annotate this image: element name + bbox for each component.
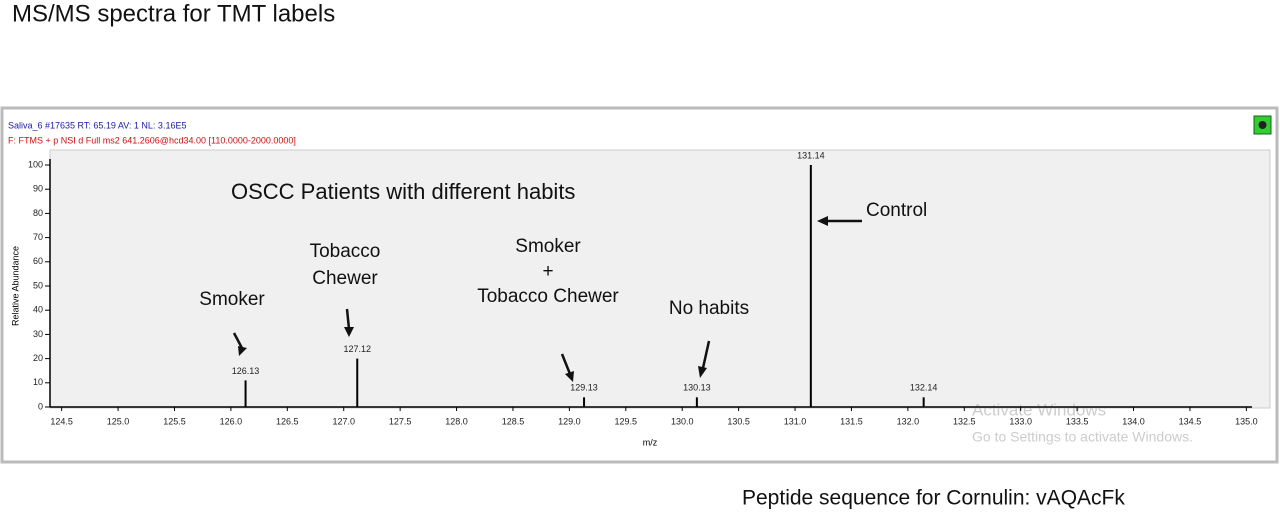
annotation: Chewer [312,268,378,289]
peak-label: 132.14 [910,383,938,393]
watermark: Go to Settings to activate Windows. [972,429,1193,445]
x-tick-label: 126.0 [220,416,243,426]
peak-label: 126.13 [232,366,260,376]
plot-area [49,149,1271,409]
x-tick-label: 130.0 [671,416,694,426]
x-tick-label: 132.5 [953,416,976,426]
chart-title: OSCC Patients with different habits [231,179,575,204]
x-tick-label: 135.0 [1235,416,1258,426]
x-tick-label: 132.0 [897,416,920,426]
x-tick-label: 131.0 [784,416,807,426]
x-tick-label: 133.5 [1066,416,1089,426]
filter-header: F: FTMS + p NSI d Full ms2 641.2606@hcd3… [8,135,296,145]
x-tick-label: 129.5 [615,416,638,426]
peak-label: 131.14 [797,150,825,160]
peak-label: 130.13 [683,383,711,393]
x-tick-label: 124.5 [50,416,73,426]
x-tick-label: 130.5 [727,416,750,426]
scan-header: Saliva_6 #17635 RT: 65.19 AV: 1 NL: 3.16… [8,120,186,130]
x-tick-label: 125.0 [107,416,130,426]
annotation: Tobacco Chewer [477,286,619,307]
x-tick-label: 131.5 [840,416,863,426]
y-tick-label: 40 [33,305,43,315]
annotation: Smoker [515,236,581,257]
y-tick-label: 20 [33,353,43,363]
x-tick-label: 128.0 [445,416,468,426]
x-tick-label: 133.0 [1009,416,1032,426]
x-tick-label: 134.5 [1179,416,1202,426]
annotation: Tobacco [310,241,381,262]
y-tick-label: 100 [28,159,43,169]
slide-title: MS/MS spectra for TMT labels [12,0,335,27]
footer: Peptide sequence for Cornulin: vAQAcFk [742,487,1125,510]
x-axis-label: m/z [643,437,658,447]
peak-label: 127.12 [343,344,371,354]
x-tick-label: 134.0 [1122,416,1145,426]
y-tick-label: 90 [33,184,43,194]
x-tick-label: 125.5 [163,416,186,426]
annotation: No habits [669,298,749,319]
annotation: Smoker [199,289,265,310]
y-tick-label: 30 [33,329,43,339]
y-tick-label: 80 [33,208,43,218]
icon-dot [1258,121,1267,129]
annotation: + [542,261,553,282]
x-tick-label: 126.5 [276,416,299,426]
x-tick-label: 127.0 [332,416,355,426]
x-tick-label: 129.0 [558,416,581,426]
arrows [232,216,862,382]
annotation: Control [866,200,927,221]
x-tick-label: 127.5 [389,416,412,426]
x-tick-label: 128.5 [502,416,525,426]
y-axis-label: Relative Abundance [10,246,20,326]
y-tick-label: 50 [33,280,43,290]
watermark: Activate Windows [972,400,1106,419]
peak-label: 129.13 [570,383,598,393]
y-tick-label: 70 [33,232,43,242]
y-tick-label: 60 [33,256,43,266]
y-tick-label: 0 [38,401,43,411]
y-tick-label: 10 [33,377,43,387]
